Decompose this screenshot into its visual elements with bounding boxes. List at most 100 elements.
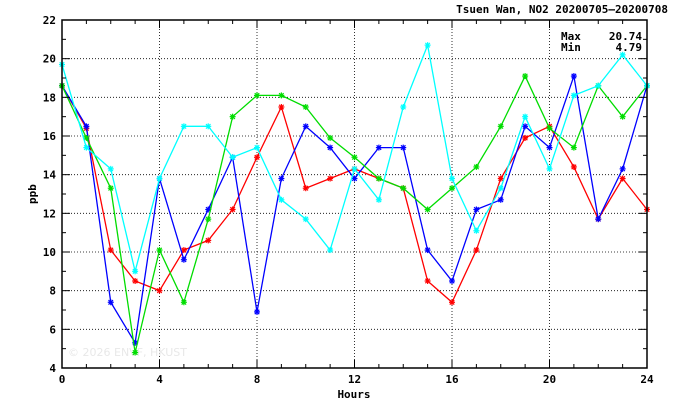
data-point-marker [449, 185, 455, 192]
marker-stroke [254, 144, 260, 151]
marker-stroke [619, 166, 626, 172]
y-tick-label: 12 [43, 207, 56, 220]
marker-stroke [254, 92, 260, 99]
marker-stroke [181, 299, 187, 305]
marker-stroke [546, 144, 553, 151]
marker-stroke [108, 247, 114, 253]
marker-stroke [108, 299, 114, 305]
series-3 [59, 73, 650, 356]
y-axis-title: ppb [26, 184, 39, 204]
y-tick-label: 14 [43, 169, 57, 182]
marker-stroke [424, 247, 431, 253]
min-label: Min [561, 41, 581, 54]
data-point-marker [595, 216, 602, 223]
y-tick-label: 22 [43, 14, 56, 27]
data-point-marker [570, 163, 577, 170]
data-point-marker [180, 299, 187, 306]
marker-stroke [181, 257, 187, 263]
max-label: Max [561, 30, 581, 43]
data-point-marker [180, 247, 187, 254]
marker-stroke [400, 144, 406, 151]
data-point-marker [570, 92, 577, 99]
marker-stroke [619, 113, 626, 120]
max-value: 20.74 [609, 30, 642, 43]
marker-stroke [449, 175, 455, 182]
data-point-marker [156, 287, 163, 294]
data-point-marker [619, 113, 626, 120]
data-point-marker [546, 125, 553, 132]
data-point-marker [570, 73, 577, 80]
chart-title: Tsuen Wan, NO2 20200705—20200708 [456, 3, 668, 16]
marker-stroke [303, 104, 309, 110]
data-point-marker [229, 206, 236, 213]
marker-stroke [205, 216, 211, 222]
data-point-marker [375, 196, 382, 203]
data-point-marker [83, 134, 90, 141]
data-point-marker [205, 123, 212, 130]
data-point-marker [254, 144, 260, 151]
x-tick-label: 20 [543, 373, 556, 386]
data-point-marker [619, 165, 626, 172]
marker-stroke [132, 268, 138, 275]
data-point-marker [400, 144, 407, 151]
data-point-marker [473, 247, 480, 254]
data-point-marker [156, 175, 163, 182]
marker-stroke [424, 42, 431, 48]
marker-stroke [327, 135, 333, 141]
y-tick-label: 16 [43, 130, 57, 143]
marker-stroke [254, 154, 260, 160]
marker-stroke [473, 247, 480, 253]
watermark: © 2026 ENVF, HKUST [68, 346, 187, 359]
marker-stroke [303, 216, 309, 222]
marker-stroke [303, 185, 309, 191]
data-point-marker [107, 165, 114, 172]
data-point-marker [619, 175, 626, 182]
marker-stroke [83, 144, 90, 151]
data-point-marker [180, 256, 187, 263]
data-point-marker [107, 299, 114, 306]
x-axis-title: Hours [337, 388, 370, 401]
data-point-marker [351, 175, 358, 182]
marker-stroke [156, 287, 163, 294]
data-point-marker [302, 104, 309, 110]
data-point-marker [546, 165, 553, 172]
x-tick-label: 24 [640, 373, 654, 386]
data-point-marker [522, 113, 529, 120]
marker-stroke [181, 247, 187, 253]
data-point-marker [107, 185, 114, 192]
data-point-marker [302, 123, 309, 130]
data-point-marker [449, 278, 455, 284]
data-point-marker [132, 349, 139, 356]
marker-stroke [327, 175, 333, 182]
data-point-marker [302, 216, 309, 223]
marker-stroke [83, 135, 90, 141]
marker-stroke [205, 237, 211, 244]
marker-stroke [108, 166, 114, 172]
marker-stroke [351, 154, 358, 160]
data-point-marker [351, 154, 358, 161]
marker-stroke [546, 125, 553, 131]
marker-stroke [278, 104, 285, 110]
data-point-marker [205, 216, 212, 223]
marker-stroke [156, 247, 163, 253]
data-point-marker [619, 51, 626, 58]
data-point-marker [473, 206, 480, 213]
data-point-marker [132, 268, 139, 275]
data-point-marker [327, 175, 334, 182]
series-layer [59, 42, 650, 356]
marker-stroke [278, 175, 285, 182]
data-point-marker [180, 123, 187, 130]
data-point-marker [522, 73, 529, 80]
data-point-marker [473, 163, 480, 170]
data-point-marker [254, 308, 260, 315]
marker-stroke [376, 144, 382, 151]
series-4 [59, 42, 650, 275]
marker-stroke [522, 123, 528, 130]
marker-stroke [522, 113, 528, 120]
y-tick-label: 8 [49, 285, 56, 298]
marker-stroke [229, 154, 236, 160]
x-tick-label: 8 [254, 373, 261, 386]
y-tick-label: 18 [43, 91, 56, 104]
